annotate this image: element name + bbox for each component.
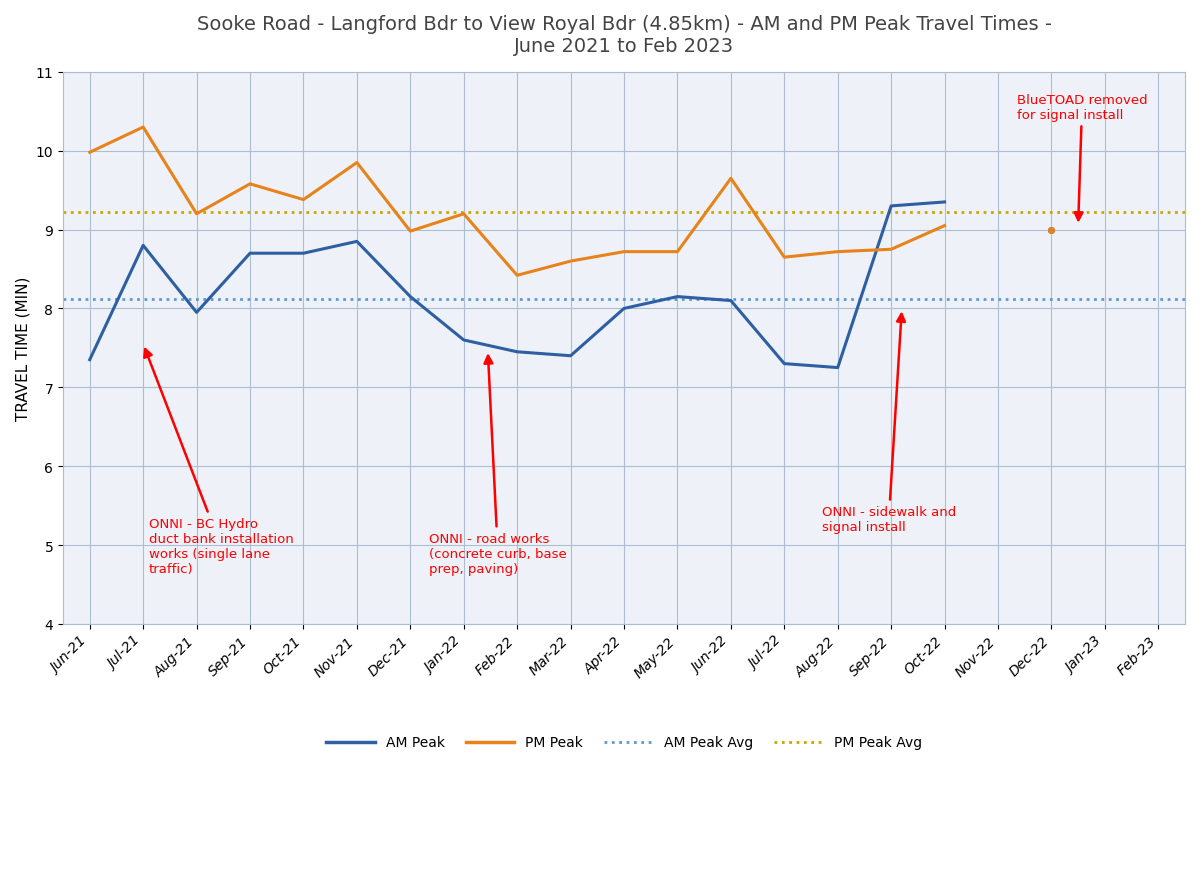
PM Peak [778,253,792,263]
PM Peak [884,245,899,255]
PM Peak [403,227,418,237]
Legend: AM Peak, PM Peak, AM Peak Avg, PM Peak Avg: AM Peak, PM Peak, AM Peak Avg, PM Peak A… [320,730,928,755]
AM Peak [617,304,631,315]
PM Peak [136,123,150,133]
PM Peak [671,247,685,257]
AM Peak [724,296,738,307]
PM Peak [190,209,204,220]
AM Peak [296,249,311,259]
PM Peak [563,256,577,267]
PM Peak [349,158,364,169]
PM Peak [456,209,470,220]
PM Peak [510,271,524,282]
AM Peak [884,202,899,212]
PM Peak [296,196,311,206]
AM Peak [510,348,524,358]
AM Peak [349,237,364,248]
Line: AM Peak: AM Peak [90,202,944,368]
PM Peak Avg [136,208,150,218]
PM Peak [724,174,738,184]
AM Peak [83,355,97,366]
Text: ONNI - BC Hydro
duct bank installation
works (single lane
traffic): ONNI - BC Hydro duct bank installation w… [144,349,293,575]
AM Peak [563,351,577,362]
AM Peak [136,241,150,251]
AM Peak [830,363,845,374]
PM Peak [242,179,257,189]
Line: PM Peak: PM Peak [90,128,944,276]
PM Peak [937,221,952,231]
Text: ONNI - road works
(concrete curb, base
prep, paving): ONNI - road works (concrete curb, base p… [430,356,566,575]
AM Peak Avg [136,295,150,305]
AM Peak [778,359,792,369]
Text: ONNI - sidewalk and
signal install: ONNI - sidewalk and signal install [822,315,956,534]
AM Peak Avg [83,295,97,305]
AM Peak [242,249,257,259]
AM Peak [671,292,685,302]
AM Peak [937,197,952,208]
Y-axis label: TRAVEL TIME (MIN): TRAVEL TIME (MIN) [16,276,30,421]
Text: BlueTOAD removed
for signal install: BlueTOAD removed for signal install [1016,94,1147,221]
PM Peak [830,247,845,257]
AM Peak [190,308,204,318]
Title: Sooke Road - Langford Bdr to View Royal Bdr (4.85km) - AM and PM Peak Travel Tim: Sooke Road - Langford Bdr to View Royal … [197,15,1051,56]
PM Peak [83,148,97,158]
AM Peak [456,335,470,346]
AM Peak [403,292,418,302]
PM Peak Avg [83,208,97,218]
PM Peak [617,247,631,257]
